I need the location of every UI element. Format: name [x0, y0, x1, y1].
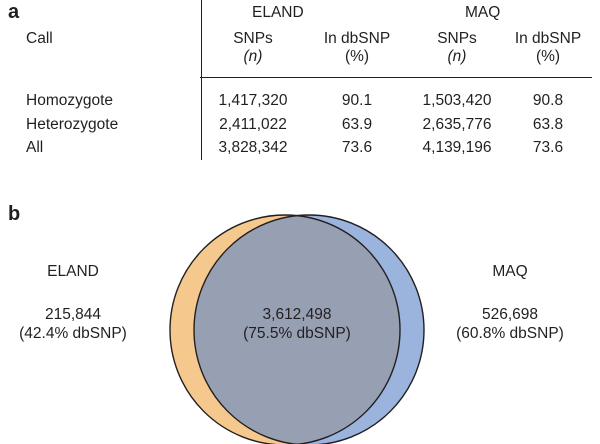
maq-set-name: MAQ: [492, 263, 528, 280]
panel-b-label: b: [8, 203, 21, 225]
col-header-line1: SNPs: [437, 30, 477, 47]
col-header-line2: (%): [535, 48, 561, 65]
cell-value: 90.8: [532, 92, 564, 109]
eland-set-name: ELAND: [47, 263, 99, 280]
group-header-maq: MAQ: [465, 4, 501, 21]
col-header-line2: (%): [344, 48, 370, 65]
maq-outline: [193, 214, 425, 444]
cell-value: 73.6: [532, 139, 564, 156]
col-header-line1: In dbSNP: [323, 30, 391, 47]
row-label: Heterozygote: [26, 116, 119, 133]
group-header-eland: ELAND: [252, 4, 304, 21]
eland-outline: [169, 214, 401, 444]
row-label: All: [26, 139, 44, 156]
cell-value: 63.9: [341, 116, 373, 133]
call-header: Call: [26, 30, 53, 47]
overlap-note: (75.5% dbSNP): [243, 325, 351, 342]
col-header-line2: (n): [447, 48, 467, 65]
cell-value: 90.1: [341, 92, 373, 109]
cell-value: 3,828,342: [218, 139, 288, 156]
col-header-eland-snps: SNPs (n): [198, 30, 308, 66]
overlap-region: [194, 215, 400, 444]
cell-value: 4,139,196: [422, 139, 492, 156]
cell-value: 1,417,320: [218, 92, 288, 109]
cell-value: 2,635,776: [422, 116, 492, 133]
maq-unique-count: 526,698: [481, 306, 539, 323]
overlap-count: 3,612,498: [262, 306, 332, 323]
panel-a-label: a: [8, 1, 20, 23]
cell-value: 2,411,022: [219, 116, 287, 133]
eland-unique-note: (42.4% dbSNP): [19, 325, 127, 342]
row-label: Homozygote: [26, 92, 114, 109]
col-header-eland-dbsnp: In dbSNP (%): [307, 30, 407, 66]
table-vertical-rule: [201, 0, 202, 160]
cell-value: 1,503,420: [422, 92, 492, 109]
col-header-line1: SNPs: [233, 30, 273, 47]
cell-value: 63.8: [532, 116, 564, 133]
col-header-line2: (n): [243, 48, 263, 65]
maq-unique-note: (60.8% dbSNP): [456, 325, 564, 342]
col-header-line1: In dbSNP: [514, 30, 582, 47]
col-header-maq-dbsnp: In dbSNP (%): [498, 30, 598, 66]
eland-unique-count: 215,844: [44, 306, 102, 323]
col-header-maq-snps: SNPs (n): [402, 30, 512, 66]
cell-value: 73.6: [341, 139, 373, 156]
table-header-rule: [200, 77, 592, 78]
